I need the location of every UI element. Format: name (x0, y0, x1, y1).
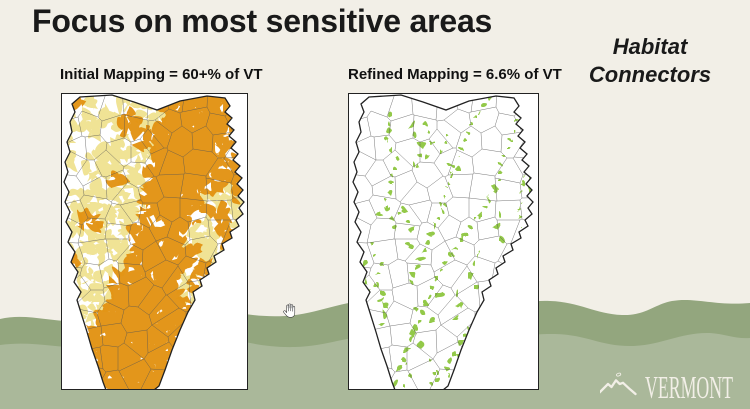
svg-text:VERMONT: VERMONT (645, 369, 733, 405)
